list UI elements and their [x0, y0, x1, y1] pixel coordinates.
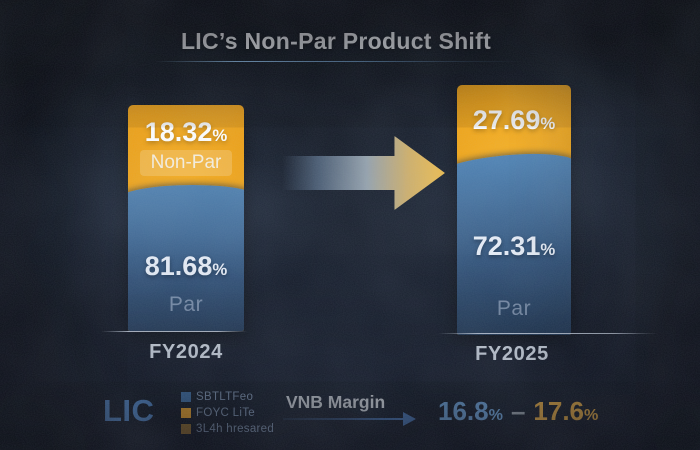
percent-sign: % — [540, 240, 556, 259]
par-value-fy2024: 81.68% — [128, 251, 244, 282]
par-value-number: 81.68 — [144, 251, 213, 281]
stacked-bar-fy2024: 18.32% Non-Par 81.68% Par — [128, 105, 244, 331]
vnb-from-value: 16.8% — [438, 396, 503, 427]
legend-swatch-brown — [181, 424, 191, 434]
vnb-to-value: 17.6% — [533, 396, 598, 427]
legend-label: FOYC LiTe — [196, 407, 255, 419]
vnb-range-dash: – — [510, 396, 526, 426]
percent-sign: % — [488, 406, 503, 424]
par-label-fy2025: Par — [496, 297, 532, 320]
vnb-arrow-line — [283, 418, 405, 420]
nonpar-value-number: 27.69 — [472, 105, 541, 135]
legend-item: FOYC LiTe — [181, 407, 274, 419]
percent-sign: % — [584, 406, 599, 424]
legend: SBTLTFeo FOYC LiTe 3L4h hresared — [181, 391, 274, 439]
page-title: LIC’s Non-Par Product Shift — [180, 28, 492, 54]
legend-label: SBTLTFeo — [196, 391, 254, 403]
legend-swatch-blue — [181, 392, 191, 402]
baseline-fy2024 — [101, 331, 247, 332]
year-label-fy2025: FY2025 — [475, 343, 549, 365]
title-underline — [155, 61, 520, 62]
vnb-to-number: 17.6 — [533, 396, 585, 426]
vnb-margin-label: VNB Margin — [286, 392, 386, 412]
percent-sign: % — [212, 260, 228, 279]
nonpar-value-fy2024: 18.32% — [128, 117, 244, 148]
legend-item: 3L4h hresared — [181, 423, 274, 435]
legend-label: 3L4h hresared — [196, 423, 275, 435]
baseline-fy2025 — [438, 333, 658, 334]
legend-item: SBTLTFeo — [181, 391, 274, 403]
nonpar-pill-wrap: Non-Par — [128, 150, 244, 176]
par-value-number: 72.31 — [472, 231, 541, 261]
vnb-from-number: 16.8 — [438, 396, 489, 426]
year-label-fy2024: FY2024 — [149, 341, 223, 363]
percent-sign: % — [212, 126, 228, 145]
nonpar-label: Non-Par — [139, 150, 233, 176]
vnb-arrow-icon — [403, 412, 416, 426]
par-value-fy2025: 72.31% — [457, 231, 571, 262]
legend-swatch-orange — [181, 408, 191, 418]
vnb-margin-range: 16.8% – 17.6% — [438, 396, 598, 427]
nonpar-value-fy2025: 27.69% — [457, 105, 571, 136]
transition-arrow-icon — [282, 136, 445, 210]
stacked-bar-fy2025: 27.69% 72.31% Par — [457, 85, 571, 335]
percent-sign: % — [540, 114, 556, 133]
par-label-fy2024: Par — [168, 293, 204, 316]
lic-logo: LIC — [103, 393, 155, 428]
nonpar-value-number: 18.32 — [144, 117, 213, 147]
